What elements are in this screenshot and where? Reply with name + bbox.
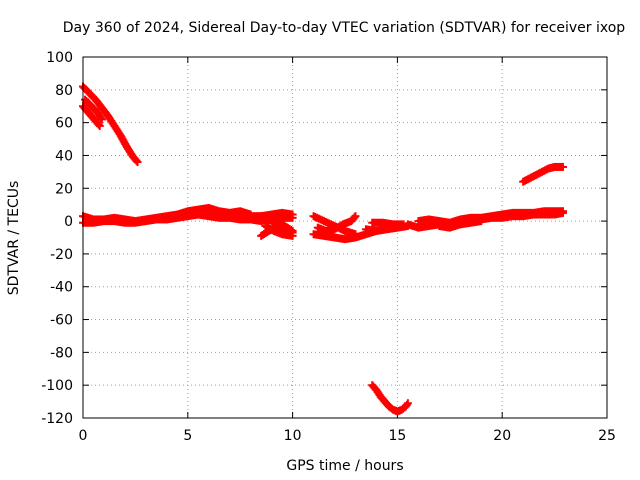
series-baseline-c (173, 203, 255, 219)
y-tick-label: -80 (50, 345, 73, 361)
series-dip-cluster-c (257, 220, 297, 240)
series-arc-early-mid (79, 102, 104, 130)
data-point (519, 208, 536, 217)
y-axis-label: SDTVAR / TECUs (6, 181, 22, 296)
data-point (204, 203, 222, 215)
data-point (372, 386, 384, 400)
y-tick-label: -60 (50, 313, 73, 329)
data-point (95, 121, 104, 130)
series-arc-low (368, 381, 412, 416)
data-point (236, 207, 253, 218)
data-point (558, 207, 567, 216)
y-tick-label: 100 (46, 50, 73, 66)
grid (83, 57, 607, 418)
x-tick-label: 10 (284, 428, 302, 444)
x-tick-label: 25 (598, 428, 616, 444)
x-tick-label: 20 (493, 428, 511, 444)
data-point (288, 226, 297, 235)
data-point (558, 162, 567, 171)
data-point (141, 215, 159, 226)
data-point (97, 103, 112, 119)
data-point (525, 171, 539, 183)
y-tick-label: 40 (55, 148, 73, 164)
y-tick-label: -20 (50, 247, 73, 263)
series-arc-late (519, 162, 567, 186)
data-point (93, 108, 105, 122)
chart-title: Day 360 of 2024, Sidereal Day-to-day VTE… (63, 20, 626, 36)
series-arc-early-high (79, 82, 142, 167)
y-tick-label: -100 (41, 378, 73, 394)
data-point (267, 221, 285, 234)
y-tick-label: 80 (55, 83, 73, 99)
plot-frame (82, 56, 608, 419)
data-point (351, 212, 360, 221)
data-point (288, 213, 297, 222)
x-axis-label: GPS time / hours (286, 458, 403, 474)
data-point (97, 115, 106, 124)
data-point (338, 217, 354, 229)
x-tick-label: 0 (79, 428, 88, 444)
y-tick-label: 0 (64, 214, 73, 230)
data-point (133, 158, 142, 167)
data-point (194, 204, 212, 214)
data-point (477, 217, 486, 226)
x-tick-label: 15 (388, 428, 406, 444)
series-afternoon-c (435, 217, 486, 232)
x-tick-label: 5 (183, 428, 192, 444)
data-point (403, 399, 412, 408)
y-tick-label: 60 (55, 116, 73, 132)
data-point (110, 121, 124, 139)
y-tick-label: -40 (50, 280, 73, 296)
data-points (79, 82, 567, 416)
series-midday-c (313, 212, 360, 235)
y-tick-label: 20 (55, 181, 73, 197)
series-arc-early-short (81, 95, 106, 124)
tick-labels: 0 5 10 15 20 25 -120 -100 -80 -60 -40 -20 0 20 40 60 80 1… (41, 50, 616, 444)
data-point (341, 233, 358, 244)
y-tick-label: -120 (41, 411, 73, 427)
series-midday-b (309, 226, 381, 244)
data-point (116, 131, 131, 150)
data-point (309, 212, 327, 225)
data-point (246, 210, 255, 219)
